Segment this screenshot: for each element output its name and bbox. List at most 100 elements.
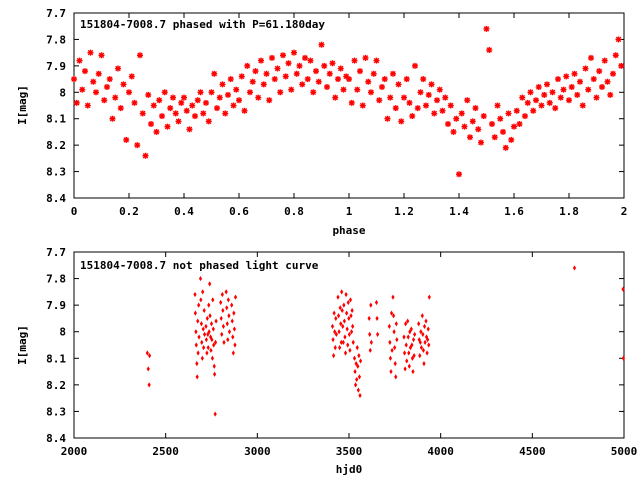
data-point	[384, 115, 391, 122]
data-point	[220, 291, 224, 298]
data-point	[145, 350, 149, 356]
data-point	[426, 326, 430, 332]
data-point	[216, 94, 223, 101]
data-point	[408, 329, 412, 335]
chart-title: 151804-7008.7 not phased light curve	[80, 259, 319, 272]
data-point	[302, 54, 308, 61]
data-point	[329, 60, 336, 67]
data-point	[226, 337, 230, 343]
data-point	[357, 374, 362, 380]
data-point	[409, 326, 413, 332]
data-point	[117, 105, 124, 112]
data-point	[208, 313, 212, 319]
data-point	[134, 142, 141, 149]
data-point	[407, 350, 411, 356]
data-point	[405, 358, 409, 364]
data-point	[331, 337, 335, 343]
data-point	[557, 94, 564, 101]
data-point	[193, 310, 197, 316]
data-point	[170, 94, 176, 101]
data-point	[115, 65, 121, 72]
data-point	[379, 84, 385, 90]
data-point	[207, 329, 211, 335]
data-point	[208, 89, 215, 96]
data-point	[212, 342, 216, 348]
y-tick-label: 8.4	[46, 192, 66, 205]
data-point	[406, 334, 410, 340]
data-point	[324, 84, 330, 90]
axis-ticks: 0 0.2 0.4 0.6 0.8 1 1.2 1.4 1.6 1.8 2 7.7 7.8 7.9 8 8.1…	[46, 7, 627, 218]
data-point	[202, 345, 206, 351]
data-point	[205, 350, 209, 356]
data-point	[362, 54, 369, 61]
data-point	[348, 347, 352, 353]
data-point	[147, 382, 151, 388]
data-point	[128, 73, 135, 80]
y-tick-label: 8.1	[46, 113, 66, 126]
data-point	[349, 313, 353, 319]
y-tick-label: 8.3	[46, 405, 66, 418]
y-tick-label: 7.8	[46, 273, 66, 286]
data-point	[582, 65, 589, 72]
axis-ticks: 2000 2500 3000 3500 4000 4500 5000 7.7 7.8 7.9 8 8.…	[46, 246, 637, 458]
data-point	[233, 294, 238, 300]
data-point	[315, 78, 322, 85]
data-point	[201, 289, 205, 295]
data-point	[211, 326, 215, 332]
data-point	[340, 289, 344, 295]
data-point	[193, 291, 197, 298]
y-tick-label: 8.2	[46, 139, 66, 152]
data-point	[574, 91, 581, 98]
data-point	[351, 339, 355, 345]
data-point	[277, 89, 284, 96]
data-point	[194, 329, 198, 335]
data-point	[418, 353, 422, 359]
data-point	[241, 107, 248, 114]
data-point	[249, 78, 256, 85]
data-point	[156, 97, 163, 104]
data-point	[458, 110, 465, 117]
data-point	[368, 347, 372, 353]
data-point	[357, 353, 361, 359]
data-point	[271, 76, 278, 83]
data-point	[142, 152, 149, 159]
data-point	[450, 128, 457, 135]
data-point	[233, 342, 237, 348]
data-point	[227, 329, 232, 335]
data-point	[519, 94, 526, 101]
data-point	[421, 331, 425, 337]
data-point	[402, 334, 406, 340]
data-point	[387, 323, 391, 329]
data-point	[464, 97, 471, 104]
data-point	[500, 128, 506, 135]
data-points	[71, 25, 625, 178]
data-point	[387, 94, 394, 101]
data-point	[546, 99, 553, 106]
data-point	[566, 97, 572, 104]
data-point	[391, 313, 396, 319]
data-point	[204, 323, 208, 329]
data-point	[339, 339, 343, 345]
data-point	[417, 321, 421, 327]
data-point	[410, 342, 414, 348]
data-point	[596, 68, 603, 75]
data-point	[213, 411, 217, 417]
data-point	[588, 54, 594, 61]
data-point	[346, 342, 350, 348]
data-point	[431, 110, 438, 117]
data-point	[621, 286, 625, 292]
data-point	[112, 94, 119, 101]
data-point	[497, 115, 504, 122]
data-point	[413, 331, 417, 337]
x-tick-label: 2	[621, 205, 628, 218]
data-point	[255, 94, 262, 101]
data-point	[148, 121, 154, 127]
data-point	[342, 318, 347, 324]
data-point	[369, 302, 373, 308]
data-point	[367, 315, 371, 322]
x-tick-label: 2500	[152, 445, 179, 458]
data-point	[219, 81, 226, 88]
data-point	[513, 107, 520, 114]
x-tick-label: 1.2	[394, 205, 414, 218]
data-point	[147, 353, 152, 359]
